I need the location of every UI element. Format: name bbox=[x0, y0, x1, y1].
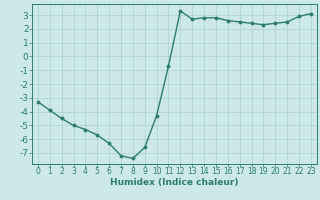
X-axis label: Humidex (Indice chaleur): Humidex (Indice chaleur) bbox=[110, 178, 239, 187]
